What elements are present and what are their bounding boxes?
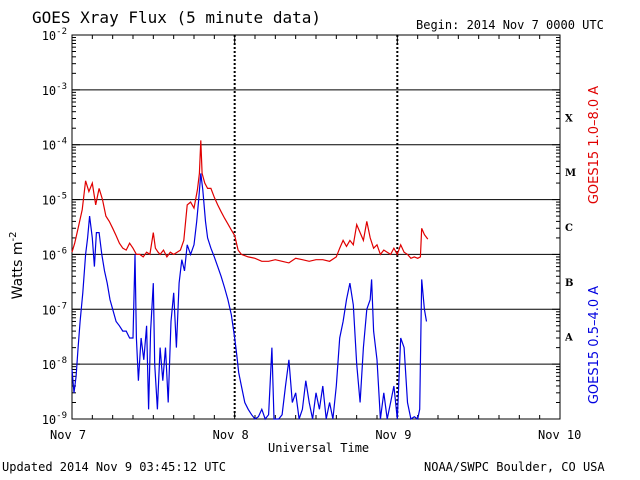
y-tick-label: 10-2 xyxy=(42,27,67,43)
x-tick-label: Nov 10 xyxy=(538,428,581,442)
flare-class-label: X xyxy=(565,113,573,124)
x-tick-label: Nov 8 xyxy=(213,428,249,442)
plot-frame xyxy=(71,34,561,420)
begin-time: Begin: 2014 Nov 7 0000 UTC xyxy=(416,18,604,32)
x-tick-label: Nov 9 xyxy=(375,428,411,442)
y-tick-label: 10-3 xyxy=(42,82,67,98)
x-tick-label: Nov 7 xyxy=(50,428,86,442)
series-line xyxy=(71,173,428,421)
flare-class-label: C xyxy=(565,223,573,234)
series-line xyxy=(71,140,429,264)
updated-timestamp: Updated 2014 Nov 9 03:45:12 UTC xyxy=(2,460,226,474)
y-tick-label: 10-4 xyxy=(42,137,67,153)
flare-class-label: B xyxy=(565,278,573,289)
x-axis-label: Universal Time xyxy=(268,441,370,455)
legend-entry: GOES15 1.0–8.0 A xyxy=(587,86,602,204)
flare-class-label: M xyxy=(565,168,576,179)
y-tick-label: 10-8 xyxy=(42,356,67,372)
y-tick-label: 10-5 xyxy=(42,192,67,208)
flare-class-label: A xyxy=(564,333,573,344)
y-axis-label: Watts m-2 xyxy=(8,231,26,299)
y-tick-label: 10-9 xyxy=(42,411,67,427)
legend-entry: GOES15 0.5–4.0 A xyxy=(587,286,602,404)
y-tick-label: 10-7 xyxy=(42,301,67,317)
credit-text: NOAA/SWPC Boulder, CO USA xyxy=(424,460,605,474)
chart-title: GOES Xray Flux (5 minute data) xyxy=(32,8,321,27)
y-tick-label: 10-6 xyxy=(42,246,67,262)
